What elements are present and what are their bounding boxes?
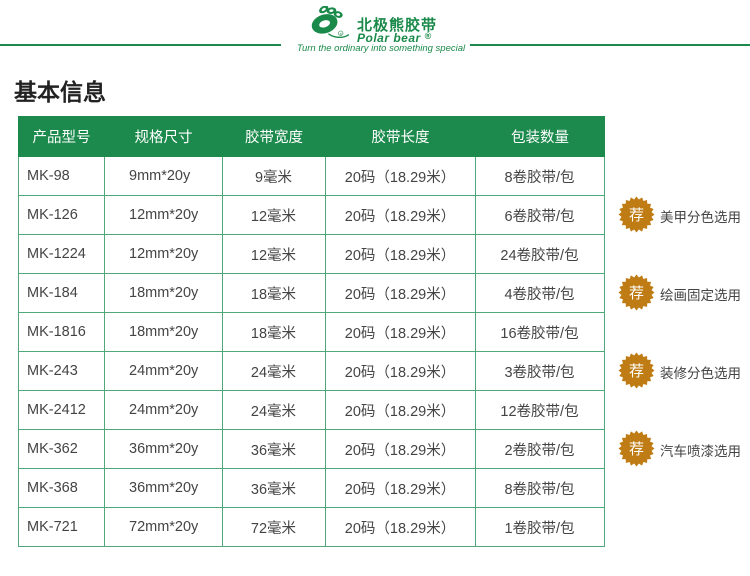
svg-text:荐: 荐 [629, 285, 644, 302]
svg-text:荐: 荐 [629, 207, 644, 224]
svg-text:荐: 荐 [629, 363, 644, 380]
svg-text:荐: 荐 [629, 441, 644, 458]
svg-text:R: R [340, 32, 342, 36]
